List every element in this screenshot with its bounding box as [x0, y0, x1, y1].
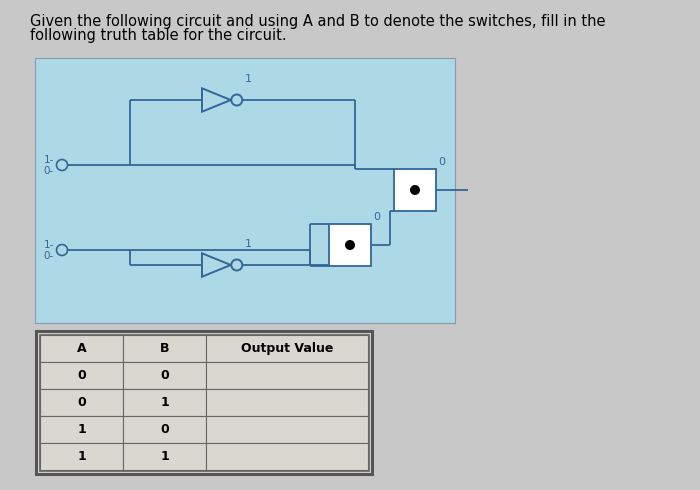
Bar [40, 443, 123, 470]
Bar [206, 389, 368, 416]
Circle shape [345, 240, 355, 250]
Bar [123, 389, 206, 416]
Text: 0: 0 [160, 369, 169, 382]
Text: 0-: 0- [43, 251, 54, 261]
Bar [123, 416, 206, 443]
Bar [206, 443, 368, 470]
Bar [35, 58, 455, 323]
Bar [394, 169, 436, 211]
Text: 1: 1 [245, 74, 252, 84]
Text: 0-: 0- [43, 166, 54, 176]
Text: 1: 1 [77, 450, 86, 463]
Text: 1: 1 [77, 423, 86, 436]
Bar [40, 335, 123, 362]
Text: 0: 0 [438, 157, 445, 167]
Bar [39, 334, 369, 471]
Bar [206, 416, 368, 443]
Text: 0: 0 [160, 423, 169, 436]
Bar [123, 362, 206, 389]
Text: 0: 0 [77, 396, 86, 409]
Bar [36, 331, 372, 474]
Text: 1-: 1- [43, 240, 54, 250]
Text: 1: 1 [160, 396, 169, 409]
Text: following truth table for the circuit.: following truth table for the circuit. [30, 28, 286, 43]
Bar [329, 224, 371, 266]
Text: 0: 0 [77, 369, 86, 382]
Bar [206, 335, 368, 362]
Bar [123, 443, 206, 470]
Circle shape [410, 185, 420, 195]
Text: Given the following circuit and using A and B to denote the switches, fill in th: Given the following circuit and using A … [30, 14, 606, 29]
Bar [206, 362, 368, 389]
Text: 1: 1 [160, 450, 169, 463]
Text: B: B [160, 342, 169, 355]
Text: 1: 1 [245, 239, 252, 249]
Text: A: A [77, 342, 86, 355]
Text: 1-: 1- [43, 155, 54, 165]
Bar [40, 362, 123, 389]
Bar [123, 335, 206, 362]
Text: 0: 0 [373, 212, 380, 222]
Bar [40, 389, 123, 416]
Text: Output Value: Output Value [241, 342, 333, 355]
Bar [40, 416, 123, 443]
